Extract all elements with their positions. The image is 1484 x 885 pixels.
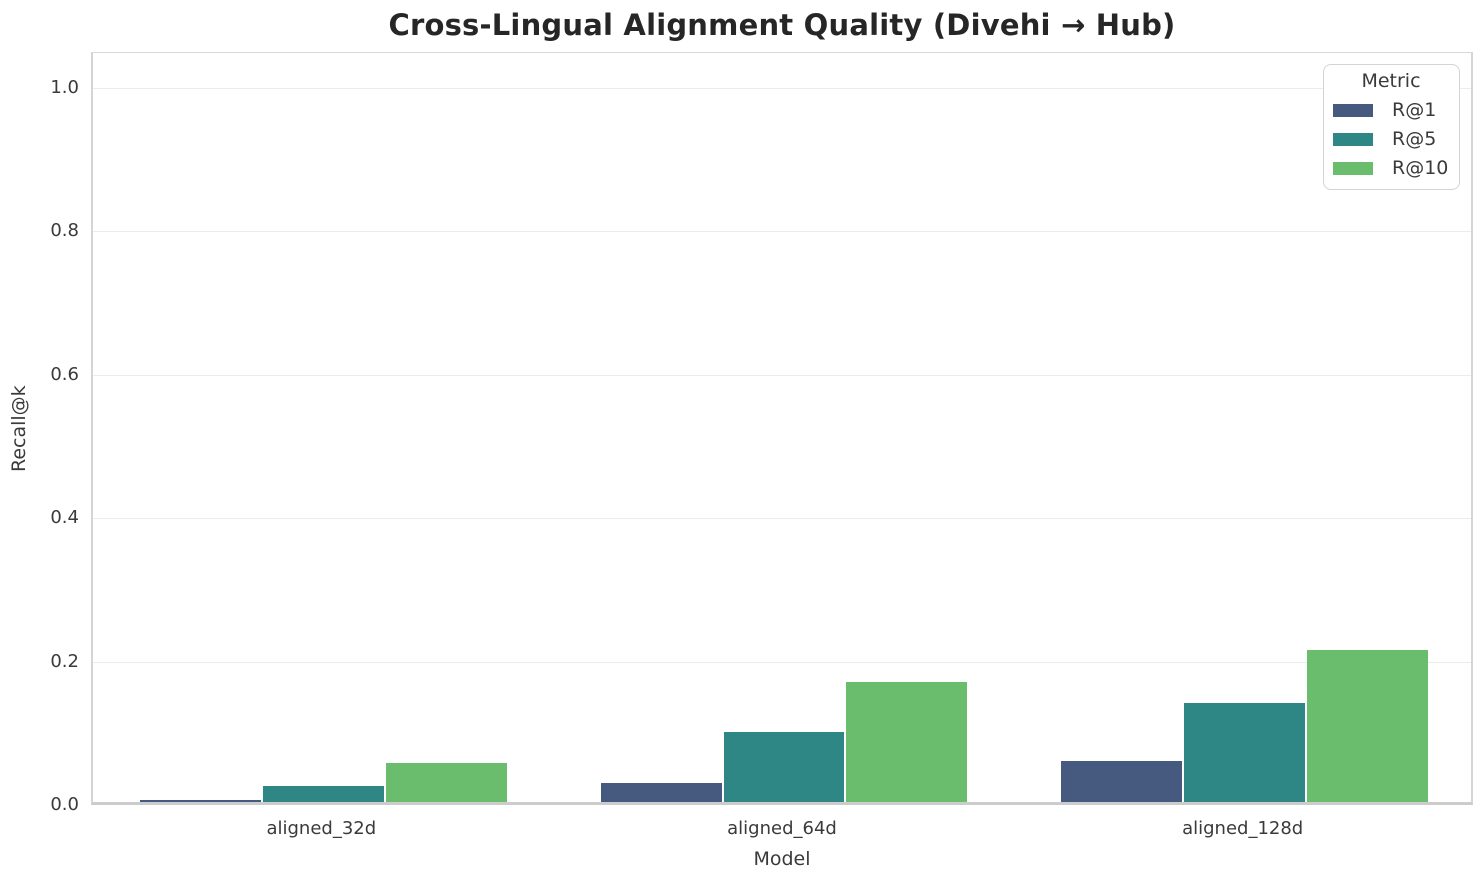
legend-swatch-icon	[1333, 132, 1373, 146]
legend-label: R@1	[1392, 99, 1437, 121]
y-tick-label: 0.2	[50, 650, 79, 672]
grid-line	[93, 87, 1471, 89]
x-tick-label: aligned_128d	[1182, 818, 1304, 839]
legend-items: R@1 R@5 R@10	[1333, 99, 1449, 179]
y-tick-label: 0.6	[50, 363, 79, 385]
plot-area	[91, 52, 1473, 805]
grid-line	[93, 518, 1471, 520]
y-tick-label: 0.0	[50, 794, 79, 815]
legend-swatch-icon	[1333, 161, 1373, 175]
bar-R@5-aligned_64d	[723, 732, 845, 802]
x-tick-label: aligned_32d	[266, 818, 377, 839]
bar-R@1-aligned_32d	[140, 799, 261, 802]
bar-R@10-aligned_64d	[846, 681, 968, 802]
bar-R@10-aligned_128d	[1307, 649, 1428, 802]
grid-line	[93, 661, 1471, 663]
y-tick-label: 1.0	[50, 76, 79, 98]
chart-title: Cross-Lingual Alignment Quality (Divehi …	[388, 8, 1176, 42]
grid-line	[93, 231, 1471, 233]
grid-line	[93, 374, 1471, 376]
y-tick-label: 0.8	[50, 220, 79, 242]
legend-item: R@5	[1333, 128, 1449, 150]
legend-item: R@10	[1333, 157, 1449, 179]
legend: Metric R@1 R@5 R@10	[1323, 64, 1460, 190]
x-axis-label: Model	[753, 848, 811, 870]
x-tick-label: aligned_64d	[727, 818, 837, 839]
bar-R@1-aligned_128d	[1061, 761, 1183, 802]
y-tick-label: 0.4	[50, 507, 79, 529]
bar-R@5-aligned_128d	[1184, 703, 1306, 802]
y-axis-label: Recall@k	[8, 385, 30, 472]
bar-R@10-aligned_32d	[385, 762, 507, 802]
legend-label: R@10	[1392, 157, 1449, 179]
legend-label: R@5	[1392, 128, 1437, 150]
bar-R@5-aligned_32d	[262, 785, 384, 802]
bar-R@1-aligned_64d	[600, 783, 722, 802]
legend-title: Metric	[1361, 70, 1421, 92]
legend-swatch-icon	[1333, 103, 1373, 117]
legend-item: R@1	[1333, 99, 1449, 121]
